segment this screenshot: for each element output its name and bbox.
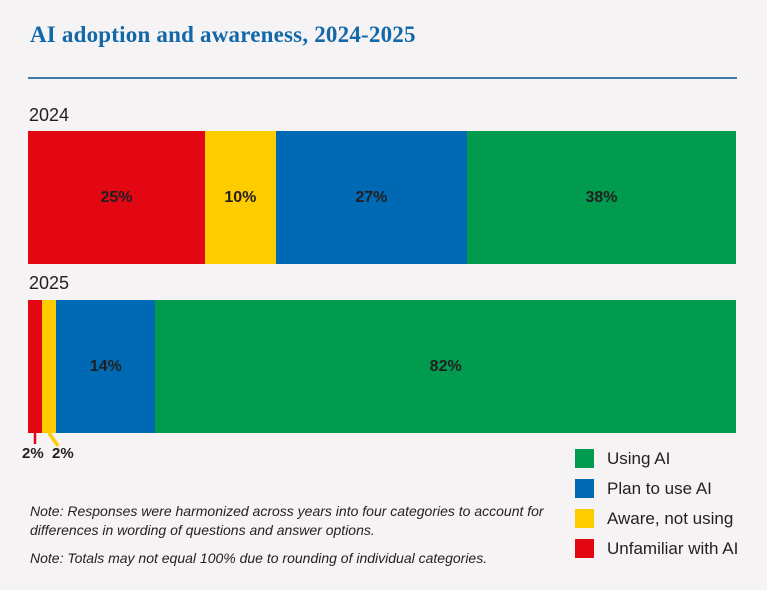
bar-segment-2024-plan-to-use-ai: 27% <box>275 131 467 264</box>
year-label-2025: 2025 <box>29 273 70 293</box>
legend-swatch-blue <box>575 479 594 498</box>
legend-swatch-yellow <box>575 509 594 528</box>
year-label-2024: 2024 <box>29 105 70 125</box>
legend-swatch-red <box>575 539 594 558</box>
callout-leader-lines <box>33 433 60 447</box>
segment-value-label: 38% <box>585 188 618 206</box>
legend-item-using-ai: Using AI <box>575 449 738 468</box>
bar-segment-2024-aware-not-using: 10% <box>205 131 276 264</box>
title-divider <box>28 77 737 79</box>
legend-item-unfamiliar-with-ai: Unfamiliar with AI <box>575 539 738 558</box>
legend-label: Using AI <box>607 448 671 468</box>
bar-segment-2025-plan-to-use-ai: 14% <box>56 300 156 433</box>
legend-label: Unfamiliar with AI <box>607 538 739 558</box>
segment-value-label: 14% <box>89 357 122 375</box>
note-harmonized: Note: Responses were harmonized across y… <box>30 503 544 538</box>
legend-label: Aware, not using <box>607 508 734 528</box>
stacked-bar-2025: 14% 82% <box>28 300 736 433</box>
chart-title: AI adoption and awareness, 2024-2025 <box>30 22 416 47</box>
callout-label-yellow: 2% <box>52 445 74 462</box>
legend-item-aware-not-using: Aware, not using <box>575 509 738 528</box>
segment-value-label: 25% <box>100 188 133 206</box>
bar-segment-2025-unfamiliar-with-ai <box>28 300 43 433</box>
segment-value-label: 82% <box>429 357 462 375</box>
bar-segment-2025-using-ai: 82% <box>155 300 736 433</box>
segment-value-label: 10% <box>224 188 257 206</box>
stacked-bar-2024: 25% 10% 27% 38% <box>28 131 736 264</box>
legend-swatch-green <box>575 449 594 468</box>
bar-segment-2024-unfamiliar-with-ai: 25% <box>28 131 205 264</box>
note-totals: Note: Totals may not equal 100% due to r… <box>30 550 488 566</box>
legend-label: Plan to use AI <box>607 478 712 498</box>
bar-segment-2024-using-ai: 38% <box>466 131 736 264</box>
legend-item-plan-to-use-ai: Plan to use AI <box>575 479 738 498</box>
bar-segment-2025-aware-not-using <box>42 300 57 433</box>
callout-label-red: 2% <box>22 445 44 462</box>
segment-value-label: 27% <box>355 188 388 206</box>
legend: Using AI Plan to use AI Aware, not using… <box>575 449 738 569</box>
callout-line-yellow <box>47 433 60 447</box>
